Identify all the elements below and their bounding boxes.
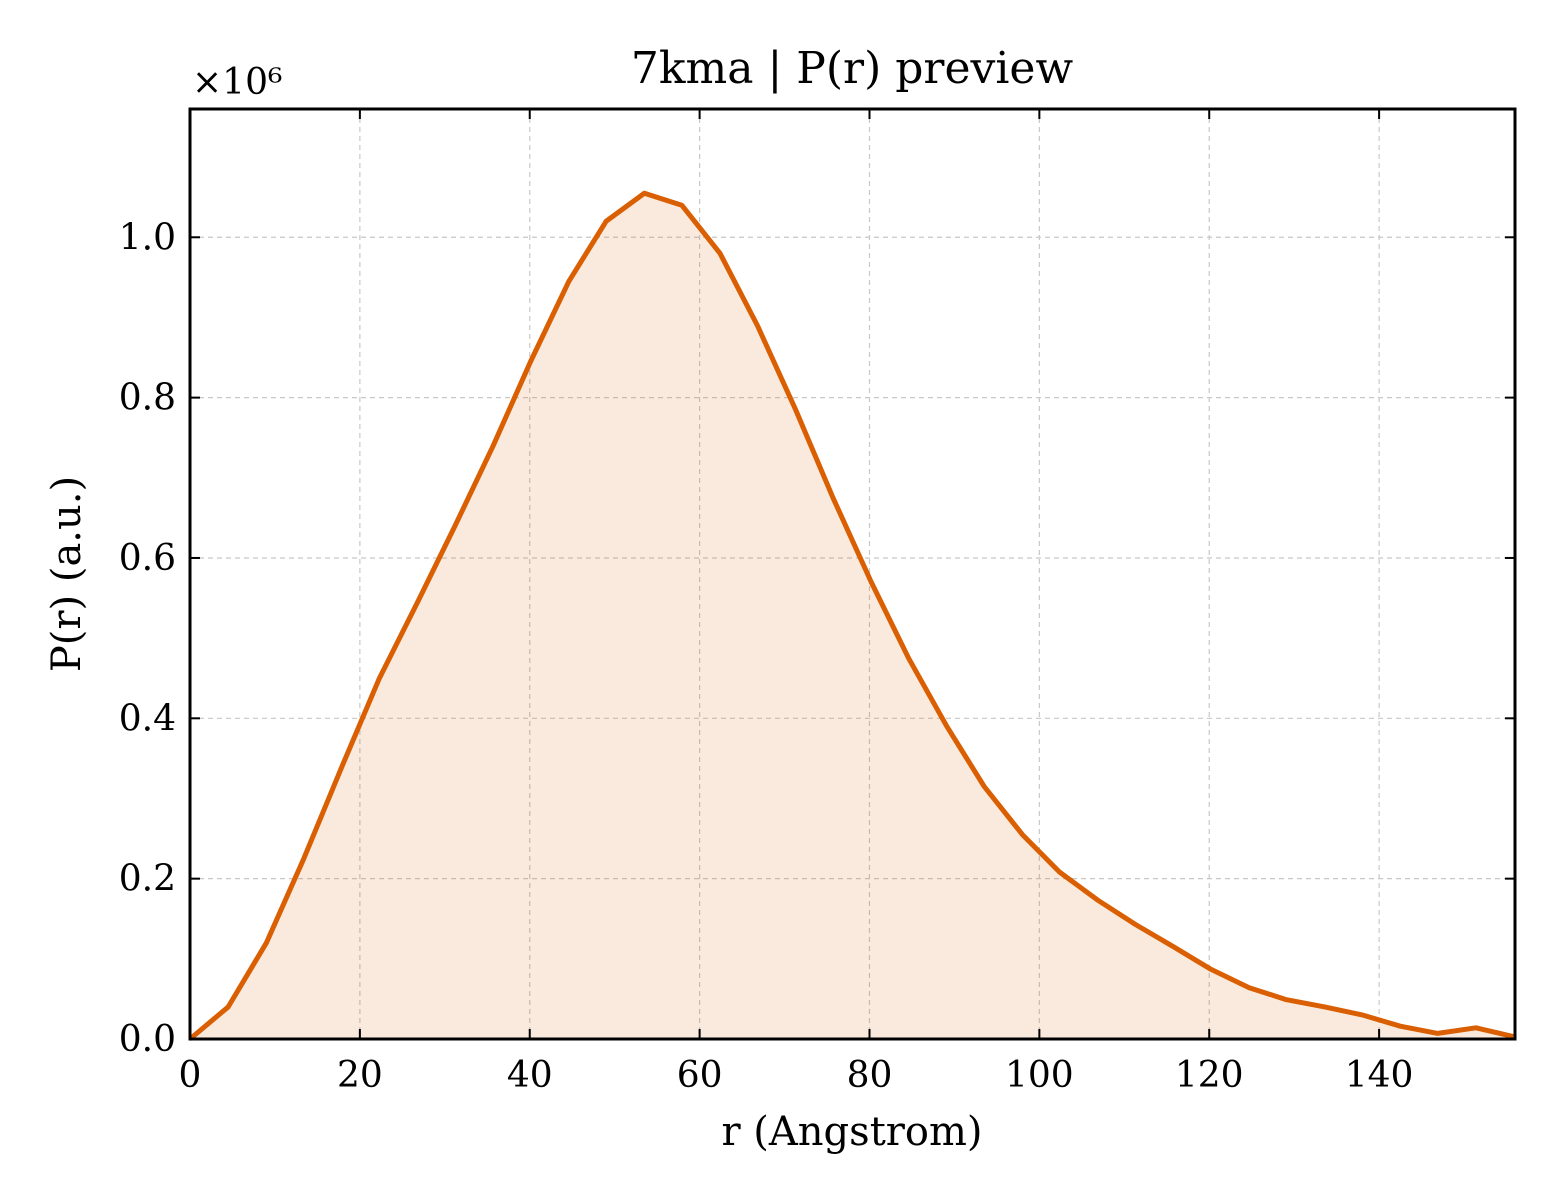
x-tick-label: 140 [1345, 1055, 1414, 1096]
x-tick-label: 100 [1005, 1055, 1074, 1096]
y-tick-label: 0.8 [119, 378, 176, 419]
x-tick-label: 0 [179, 1055, 202, 1096]
y-offset-label: ×10⁶ [192, 62, 282, 103]
y-tick-label: 0.0 [119, 1019, 176, 1060]
series-area-fill [190, 193, 1514, 1039]
x-tick-label: 80 [847, 1055, 893, 1096]
plot-frame [188, 107, 1517, 1041]
series-line [188, 190, 1514, 1041]
y-tick-label: 0.2 [119, 859, 176, 900]
y-tick-label: 0.4 [119, 698, 176, 739]
x-tick-label: 120 [1175, 1055, 1244, 1096]
x-tick-label: 20 [337, 1055, 383, 1096]
chart-title: 7kma | P(r) preview [631, 43, 1074, 94]
axis-ticks: 0 20 40 60 80 100 120 140 0.0 0.2 0.4 0.6 0.8 1.0 [119, 109, 1515, 1096]
y-tick-label: 1.0 [119, 217, 176, 258]
y-tick-label: 0.6 [119, 538, 176, 579]
x-axis-label: r (Angstrom) [721, 1109, 982, 1155]
x-tick-label: 40 [507, 1055, 553, 1096]
x-tick-label: 60 [677, 1055, 723, 1096]
y-axis-label: P(r) (a.u.) [44, 476, 90, 672]
